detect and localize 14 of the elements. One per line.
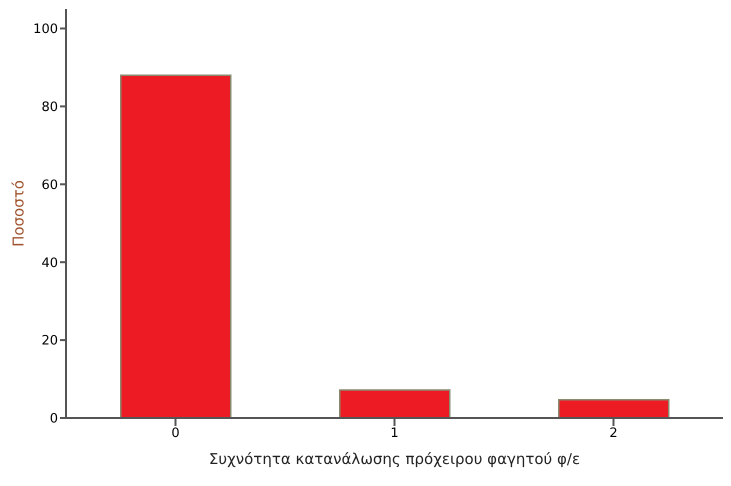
bar	[339, 389, 450, 418]
x-tick-label: 1	[390, 426, 399, 442]
x-axis-title: Συχνότητα κατανάλωσης πρόχειρου φαγητού φ/ε	[208, 450, 580, 468]
bar	[558, 398, 670, 418]
y-tick-label: 40	[41, 256, 58, 271]
x-tick-label: 2	[609, 426, 618, 442]
y-tick-label: 60	[41, 178, 58, 193]
bar	[120, 74, 232, 418]
y-tick-label: 80	[41, 100, 58, 115]
x-tick-label: 0	[171, 426, 180, 442]
y-tick-label: 100	[33, 22, 58, 38]
y-tick-label: 20	[41, 334, 58, 349]
y-axis-title: Ποσοστό	[9, 180, 28, 247]
y-tick-label: 0	[50, 412, 58, 427]
